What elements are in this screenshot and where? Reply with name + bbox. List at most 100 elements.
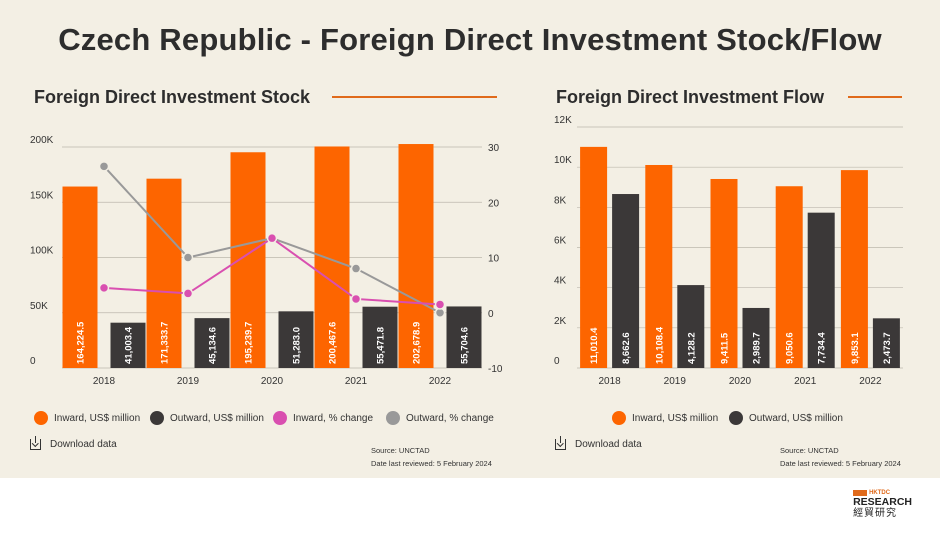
flow-source: Source: UNCTAD Date last reviewed: 5 Feb… [780, 444, 901, 470]
point-outward-change [350, 263, 362, 274]
bar-inward [146, 178, 182, 368]
download-icon [30, 436, 41, 450]
point-outward-change [182, 252, 194, 263]
stock-chart-title: Foreign Direct Investment Stock [34, 87, 311, 107]
legend-stock-inward[interactable]: Inward, US$ million [34, 411, 140, 425]
y2-tick-label: -10 [488, 364, 503, 375]
y-tick-label: 50K [30, 301, 48, 312]
x-tick-label: 2021 [345, 376, 368, 387]
bar-inward [62, 186, 98, 368]
download-label: Download data [575, 439, 642, 450]
bar-inward [645, 164, 673, 368]
y-tick-label: 100K [30, 246, 54, 257]
y-tick-label: 0 [554, 356, 560, 367]
legend-swatch-inward-change [273, 411, 287, 425]
bar-data-label: 45,134.6 [208, 327, 219, 364]
bar-data-label: 8,662.6 [621, 332, 632, 364]
legend-label: Inward, % change [293, 412, 374, 424]
bar-inward [580, 146, 608, 368]
y-tick-label: 150K [30, 190, 54, 201]
x-tick-label: 2022 [859, 376, 882, 387]
y2-tick-label: 30 [488, 143, 500, 154]
bar-inward [775, 186, 803, 368]
bar-data-label: 11,010.4 [589, 327, 600, 364]
bar-data-label: 55,471.8 [376, 327, 387, 364]
x-tick-label: 2019 [664, 376, 687, 387]
source-text: Source: UNCTAD [371, 446, 430, 455]
legend-stock-inward-change[interactable]: Inward, % change [273, 411, 373, 425]
x-tick-label: 2018 [93, 376, 116, 387]
legend-swatch-outward [729, 411, 743, 425]
charts-canvas: 0 50K 100K 150K 200K -10 0 10 20 30 2018 164,224.5 4… [30, 115, 903, 387]
logo-cn-text: 經貿研究 [853, 508, 898, 519]
download-stock-data-link[interactable]: Download data [30, 436, 117, 450]
download-flow-data-link[interactable]: Download data [555, 436, 642, 450]
bar-data-label: 41,003.4 [124, 326, 135, 364]
x-tick-label: 2019 [177, 376, 200, 387]
footer-bar [0, 478, 940, 538]
point-inward-change [182, 288, 194, 299]
legend-flow-inward[interactable]: Inward, US$ million [612, 411, 718, 425]
y-tick-label: 8K [554, 195, 567, 206]
bar-data-label: 200,467.6 [328, 322, 339, 364]
logo-brand-row: HKTDC [853, 490, 912, 496]
bar-outward [742, 307, 770, 368]
legend-flow-outward[interactable]: Outward, US$ million [729, 411, 843, 425]
y2-tick-label: 20 [488, 198, 500, 209]
hktdc-research-logo[interactable]: HKTDC RESEARCH 經貿研究 [853, 490, 912, 520]
stock-source: Source: UNCTAD Date last reviewed: 5 Feb… [371, 444, 492, 470]
bar-outward [194, 318, 230, 368]
bar-outward [612, 194, 640, 368]
logo-main-text: RESEARCH [853, 496, 912, 508]
bar-data-label: 9,050.6 [785, 332, 796, 364]
point-outward-change [98, 161, 110, 172]
download-label: Download data [50, 439, 117, 450]
bar-data-label: 164,224.5 [76, 321, 87, 364]
bar-outward [446, 306, 482, 368]
bar-data-label: 10,108.4 [654, 326, 665, 364]
bar-outward [807, 212, 835, 368]
bar-data-label: 171,333.7 [160, 322, 171, 364]
y2-tick-label: 0 [488, 309, 494, 320]
x-tick-label: 2021 [794, 376, 817, 387]
bar-data-label: 2,989.7 [752, 332, 763, 364]
reviewed-text: Date last reviewed: 5 February 2024 [371, 459, 492, 468]
point-inward-change [98, 282, 110, 294]
bar-inward [398, 144, 434, 368]
bar-outward [362, 306, 398, 368]
legend-stock-outward[interactable]: Outward, US$ million [150, 411, 264, 425]
x-tick-label: 2020 [261, 376, 284, 387]
bar-data-label: 55,704.6 [460, 327, 471, 364]
bar-inward [710, 178, 738, 368]
x-tick-label: 2022 [429, 376, 452, 387]
legend-swatch-outward [150, 411, 164, 425]
bar-inward [230, 152, 266, 368]
legend-label: Inward, US$ million [632, 412, 719, 424]
legend-stock-outward-change[interactable]: Outward, % change [386, 411, 494, 425]
bar-outward [110, 322, 146, 368]
bar-data-label: 202,678.9 [412, 322, 423, 364]
download-icon [555, 436, 566, 450]
bar-data-label: 4,128.2 [686, 332, 697, 364]
bar-inward [314, 146, 350, 368]
x-tick-label: 2018 [598, 376, 621, 387]
point-inward-change [266, 232, 278, 244]
y-tick-label: 0 [30, 356, 36, 367]
bar-data-label: 9,853.1 [850, 332, 861, 364]
y-tick-label: 10K [554, 155, 572, 166]
bar-data-label: 195,239.7 [244, 322, 255, 364]
y-tick-label: 2K [554, 316, 567, 327]
stock-title-rule [332, 96, 497, 98]
legend-label: Inward, US$ million [54, 412, 141, 424]
y2-tick-label: 10 [488, 254, 500, 265]
logo-brand: HKTDC [869, 490, 891, 496]
bar-inward [840, 170, 868, 368]
bar-outward [677, 285, 705, 368]
y-tick-label: 200K [30, 135, 54, 146]
bar-data-label: 7,734.4 [817, 332, 828, 364]
legend-swatch-inward [34, 411, 48, 425]
legend-swatch-inward [612, 411, 626, 425]
y-tick-label: 4K [554, 276, 567, 287]
bar-outward [278, 311, 314, 368]
bar-data-label: 51,283.0 [292, 327, 303, 364]
